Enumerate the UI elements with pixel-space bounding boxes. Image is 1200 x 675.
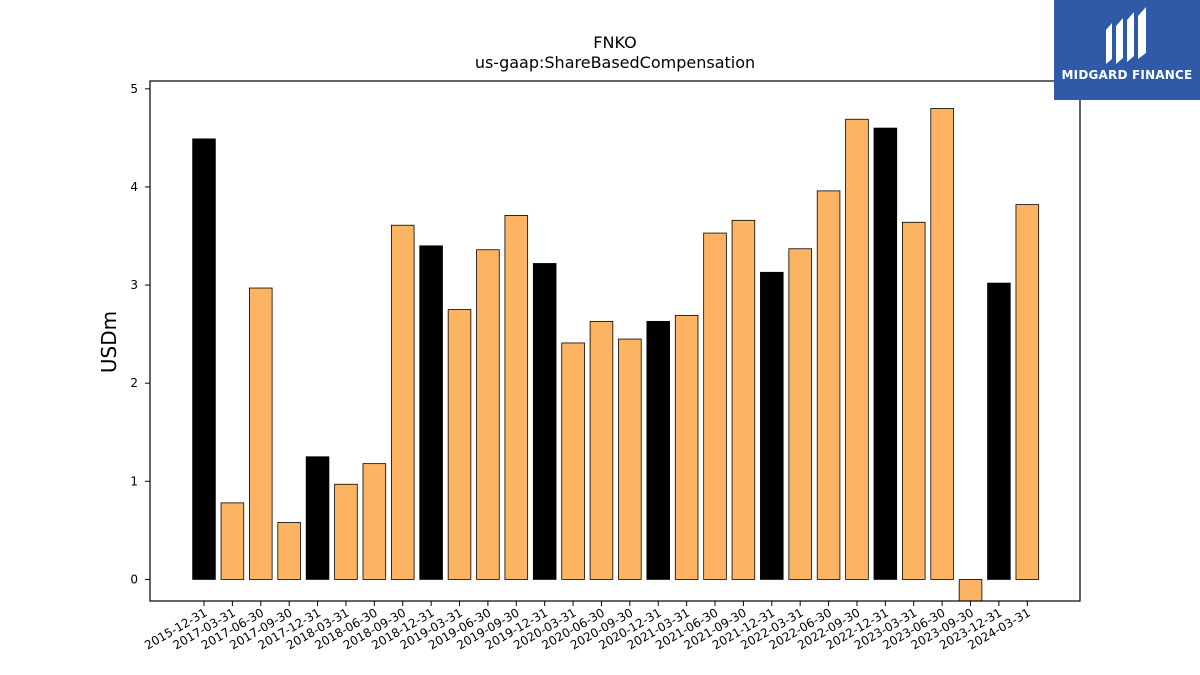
x-axis: 2015-12-312017-03-312017-06-302017-09-30… xyxy=(142,601,1033,652)
y-tick-label: 0 xyxy=(130,572,138,586)
y-tick-label: 1 xyxy=(130,474,138,488)
chart-title: FNKO xyxy=(593,33,636,52)
bar-2017-12-31 xyxy=(305,456,330,580)
bar-2020-09-30 xyxy=(618,338,642,580)
bar-2015-12-31 xyxy=(192,138,216,580)
bar-2022-03-31 xyxy=(788,248,812,580)
midgard-finance-logo: MIDGARD FINANCE xyxy=(1054,0,1200,100)
bar-2020-06-30 xyxy=(589,320,614,580)
bar-2022-09-30 xyxy=(845,118,869,580)
bar-2022-12-31 xyxy=(873,127,898,580)
bar-2017-03-31 xyxy=(220,502,245,580)
y-tick-label: 4 xyxy=(130,180,138,194)
bar-2019-03-31 xyxy=(447,309,472,580)
logo-text: MIDGARD FINANCE xyxy=(1061,68,1193,82)
bar-2018-06-30 xyxy=(362,463,387,580)
bar-2019-09-30 xyxy=(504,215,529,580)
bar-2017-09-30 xyxy=(277,522,301,580)
bar-2021-03-31 xyxy=(674,315,699,580)
bar-2022-06-30 xyxy=(816,190,841,580)
bar-2019-06-30 xyxy=(476,249,500,580)
bars-group xyxy=(192,108,1040,602)
logo-mark-icon xyxy=(1106,7,1146,64)
plot-frame xyxy=(149,80,1081,602)
bar-2023-12-31 xyxy=(987,282,1011,580)
bar-2023-06-30 xyxy=(930,108,954,580)
bar-2019-12-31 xyxy=(532,263,557,580)
bar-2024-03-31 xyxy=(1015,204,1040,580)
bar-2021-06-30 xyxy=(703,232,727,580)
bar-2023-03-31 xyxy=(902,221,926,580)
bar-2018-12-31 xyxy=(419,245,443,580)
bar-2021-09-30 xyxy=(731,219,756,580)
bar-2017-06-30 xyxy=(249,287,273,580)
bar-2018-03-31 xyxy=(334,483,358,580)
bar-2020-03-31 xyxy=(561,342,585,580)
bar-2020-12-31 xyxy=(646,320,670,580)
y-tick-label: 5 xyxy=(130,82,138,96)
y-axis-label: USDm xyxy=(97,311,121,373)
y-axis: 0 1 2 3 4 5 xyxy=(130,82,150,586)
y-tick-label: 3 xyxy=(130,278,138,292)
bar-2018-09-30 xyxy=(390,224,415,580)
bar-2023-09-30 xyxy=(958,579,983,602)
y-tick-label: 2 xyxy=(130,376,138,390)
bar-2021-12-31 xyxy=(760,271,784,580)
chart-subtitle: us-gaap:ShareBasedCompensation xyxy=(475,53,755,72)
